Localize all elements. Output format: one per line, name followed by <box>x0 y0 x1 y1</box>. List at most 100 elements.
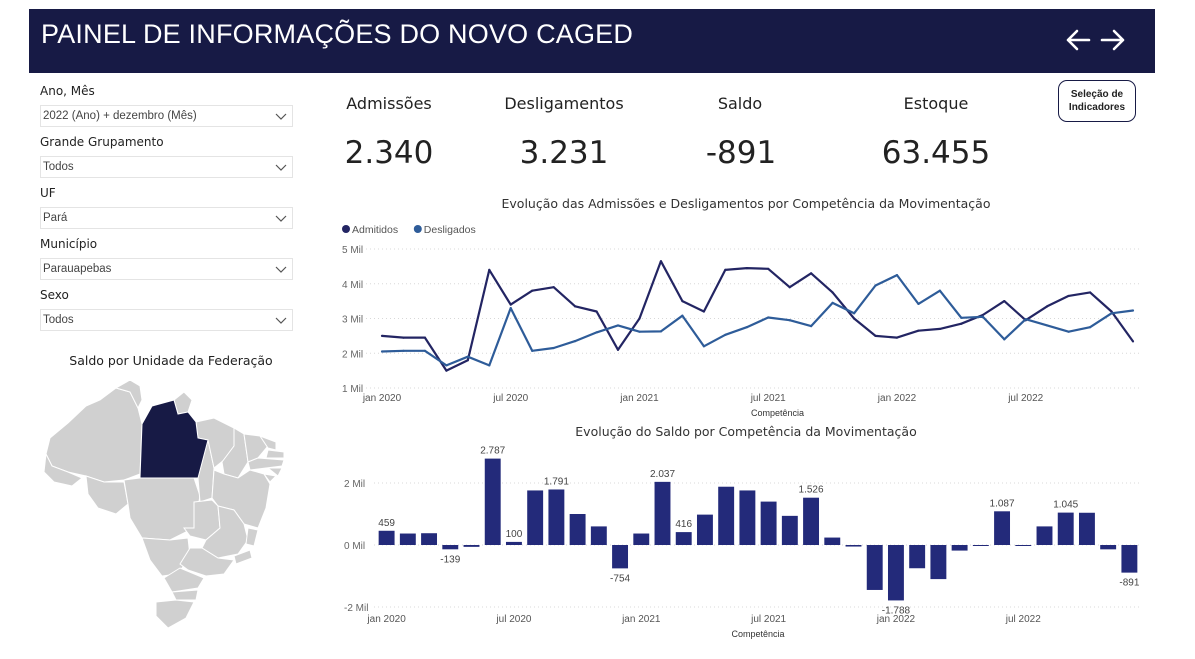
saldo-bar <box>548 489 565 545</box>
line-chart-title: Evolução das Admissões e Desligamentos p… <box>501 196 991 211</box>
state-rio-de-janeiro <box>233 549 253 565</box>
data-point-desligados <box>767 316 770 319</box>
data-point-desligados <box>531 349 534 352</box>
saldo-bar <box>569 514 586 545</box>
y-tick-label: 0 Mil <box>344 541 365 552</box>
chevron-down-icon <box>275 113 287 120</box>
municipio-dropdown[interactable]: Parauapebas <box>40 258 293 280</box>
saldo-bar <box>527 490 544 545</box>
filter-label-ano-mes: Ano, Mês <box>40 84 95 98</box>
data-point-desligados <box>1046 324 1049 327</box>
header-bar: PAINEL DE INFORMAÇÕES DO NOVO CAGED <box>29 9 1155 73</box>
state-santa-catarina <box>171 589 199 601</box>
data-label: -754 <box>610 573 630 584</box>
data-point-desligados <box>1110 312 1113 315</box>
kpi-value-estoque: 63.455 <box>881 135 991 171</box>
bar-chart: 2 Mil 0 Mil -2 Mil 459 -139 2.787 100 1.791 -754… <box>344 446 1140 639</box>
data-label: 2.787 <box>480 446 505 457</box>
series-line-desligados <box>381 273 1134 367</box>
saldo-bar <box>590 526 607 545</box>
state-acre <box>43 452 83 487</box>
state-rn <box>258 434 277 451</box>
data-point-admitidos <box>1046 305 1049 308</box>
saldo-bar <box>845 545 862 547</box>
grupamento-value: Todos <box>43 161 74 173</box>
kpi-value-saldo: -891 <box>705 135 777 171</box>
state-rondonia <box>85 475 129 515</box>
saldo-bar <box>1100 545 1117 550</box>
ano-mes-dropdown[interactable]: 2022 (Ano) + dezembro (Mês) <box>40 105 293 127</box>
data-point-desligados <box>423 349 427 352</box>
kpi-value-admissoes: 2.340 <box>344 135 434 171</box>
y-tick-label: 3 Mil <box>342 315 363 326</box>
x-tick-label: jul 2020 <box>495 614 531 625</box>
bar-chart-title: Evolução do Saldo por Competência da Mov… <box>575 424 917 439</box>
data-point-desligados <box>810 325 813 328</box>
data-label: -1.788 <box>882 605 911 616</box>
saldo-bar <box>760 501 777 545</box>
chevron-down-icon <box>275 266 287 273</box>
data-point-admitidos <box>488 268 491 271</box>
x-tick-label: jan 2020 <box>366 614 406 625</box>
state-sao-paulo <box>179 547 235 577</box>
grupamento-dropdown[interactable]: Todos <box>40 156 293 178</box>
saldo-bar <box>399 533 416 545</box>
state-rio-grande-do-sul <box>155 599 195 628</box>
arrow-left-icon <box>1066 29 1091 51</box>
back-button[interactable] <box>1063 25 1093 55</box>
saldo-bar <box>972 545 989 546</box>
forward-button[interactable] <box>1098 25 1128 55</box>
data-label: 1.045 <box>1053 500 1078 511</box>
saldo-bar <box>994 511 1011 545</box>
data-point-admitidos <box>788 286 791 289</box>
x-tick-label: jan 2020 <box>362 393 402 404</box>
data-point-admitidos <box>552 286 555 289</box>
saldo-bar <box>824 537 841 545</box>
legend-label-admitidos: Admitidos <box>352 224 398 236</box>
data-point-desligados <box>745 326 748 329</box>
filter-label-municipio: Município <box>40 237 98 251</box>
data-point-desligados <box>788 319 791 322</box>
data-point-desligados <box>574 339 577 343</box>
data-point-admitidos <box>380 334 384 337</box>
data-point-desligados <box>1067 330 1070 333</box>
data-point-admitidos <box>638 317 641 320</box>
state-ceara <box>243 433 269 463</box>
saldo-bar <box>951 545 968 551</box>
data-point-admitidos <box>1067 294 1070 298</box>
saldo-bar <box>1057 512 1074 545</box>
saldo-bar <box>909 545 926 569</box>
data-point-admitidos <box>767 267 770 270</box>
x-tick-label: jan 2021 <box>619 393 659 404</box>
data-label: 100 <box>506 529 523 540</box>
data-label: 416 <box>675 519 692 530</box>
filter-label-uf: UF <box>40 186 56 200</box>
uf-value: Pará <box>43 212 68 224</box>
data-point-desligados <box>638 330 641 333</box>
data-label: 2.037 <box>650 469 675 480</box>
data-point-admitidos <box>981 313 984 317</box>
filter-label-sexo: Sexo <box>40 288 69 302</box>
state-minas-gerais <box>201 505 249 559</box>
x-axis-title: Competência <box>751 408 804 418</box>
data-point-desligados <box>402 349 405 352</box>
saldo-bar <box>696 514 713 545</box>
map-title: Saldo por Unidade da Federação <box>69 353 273 368</box>
selecao-indicadores-button[interactable]: Seleção de Indicadores <box>1058 80 1136 122</box>
x-tick-label: jan 2021 <box>621 614 661 625</box>
sexo-dropdown[interactable]: Todos <box>40 309 293 331</box>
saldo-bar <box>1036 526 1053 545</box>
data-point-desligados <box>852 312 856 315</box>
saldo-bar <box>1121 545 1138 573</box>
x-tick-label: jul 2021 <box>750 393 786 404</box>
state-espirito-santo <box>245 527 259 547</box>
data-label: -139 <box>440 554 460 565</box>
data-label: 1.791 <box>544 476 569 487</box>
brazil-map[interactable] <box>38 378 293 628</box>
data-point-desligados <box>466 355 469 358</box>
kpi-label-saldo: Saldo <box>717 94 763 113</box>
data-point-desligados <box>960 316 963 319</box>
uf-dropdown[interactable]: Pará <box>40 207 293 229</box>
chevron-down-icon <box>275 215 287 222</box>
municipio-value: Parauapebas <box>43 263 112 275</box>
